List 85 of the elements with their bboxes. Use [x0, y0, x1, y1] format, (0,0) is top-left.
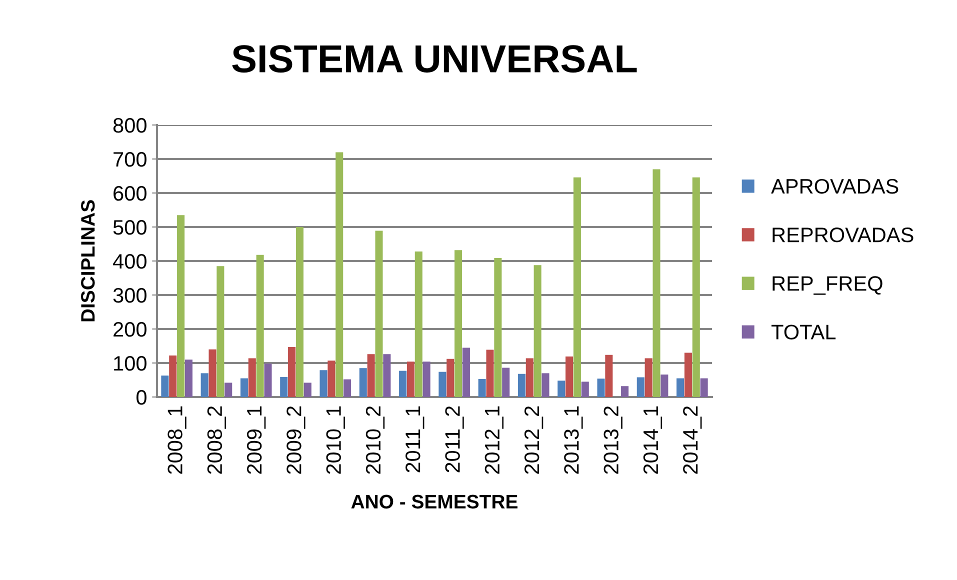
- y-tick-label: 300: [113, 288, 146, 303]
- bar: [621, 386, 629, 397]
- bar: [534, 265, 542, 397]
- x-tick-label: 2009_2: [286, 406, 306, 474]
- x-tick-label: 2008_1: [168, 406, 186, 474]
- bar: [422, 362, 430, 397]
- x-tick-label: 2010_2: [366, 406, 385, 474]
- x-tick-label: 2011_2: [445, 406, 464, 472]
- bar: [296, 227, 304, 397]
- x-tick-label: 2013_2: [604, 406, 622, 474]
- bar: [692, 177, 700, 397]
- bar: [676, 378, 684, 397]
- bar: [336, 152, 344, 397]
- legend-label: REP_FREQ: [772, 276, 882, 295]
- bar: [161, 376, 169, 397]
- bar: [566, 356, 574, 397]
- bar: [597, 378, 605, 397]
- bar: [208, 349, 216, 397]
- bar: [344, 379, 352, 397]
- bar: [248, 358, 256, 397]
- y-tick-label: 200: [114, 322, 146, 337]
- bar: [406, 362, 414, 397]
- bar: [684, 352, 692, 397]
- y-tick-label: 100: [114, 356, 146, 371]
- bar: [526, 358, 534, 397]
- x-tick-label: 2011_1: [406, 406, 424, 472]
- x-axis-title: ANO - SEMESTRE: [351, 494, 518, 509]
- y-tick-label: 400: [113, 254, 146, 269]
- bar: [264, 364, 272, 397]
- bar: [367, 354, 375, 397]
- bar: [320, 370, 328, 397]
- bar: [700, 378, 708, 397]
- bar: [216, 266, 224, 397]
- bar: [605, 354, 613, 397]
- bar: [280, 376, 288, 397]
- y-tick-label: 800: [113, 118, 146, 133]
- bar: [304, 382, 312, 397]
- x-tick-label: 2009_1: [246, 406, 266, 474]
- bar: [414, 251, 422, 397]
- x-tick-label: 2014_1: [643, 406, 662, 474]
- legend-label: APROVADAS: [771, 178, 898, 194]
- bar: [446, 358, 454, 397]
- bar: [184, 360, 192, 397]
- bar: [224, 382, 232, 397]
- bar: [558, 380, 566, 397]
- bar: [542, 373, 550, 397]
- chart-title: SISTEMA UNIVERSAL: [232, 45, 637, 73]
- bar: [518, 374, 526, 397]
- y-tick-label: 500: [113, 220, 146, 235]
- bar: [359, 368, 367, 397]
- bar: [644, 358, 652, 397]
- x-tick-label: 2010_1: [326, 406, 345, 474]
- bar: [200, 373, 208, 397]
- y-axis-title: DISCIPLINAS: [81, 200, 95, 322]
- bar: [169, 356, 177, 397]
- bar: [288, 347, 296, 397]
- bar: [399, 370, 407, 397]
- bar: [454, 250, 462, 397]
- legend-label: REPROVADAS: [772, 228, 914, 242]
- bar: [502, 368, 510, 397]
- bar: [438, 372, 446, 397]
- y-tick-label: 0: [136, 390, 146, 405]
- bar: [462, 348, 470, 397]
- bar: [328, 360, 336, 397]
- x-tick-label: 2008_2: [207, 406, 226, 474]
- legend-label: TOTAL: [771, 324, 836, 340]
- y-tick-label: 700: [114, 152, 146, 167]
- bar: [573, 177, 581, 397]
- bar: [486, 350, 494, 397]
- bar: [478, 378, 486, 397]
- bar: [494, 258, 502, 397]
- x-tick-label: 2012_1: [484, 406, 504, 474]
- bar: [581, 382, 589, 397]
- bar: [240, 378, 248, 397]
- bar: [383, 354, 391, 397]
- x-tick-label: 2013_1: [564, 406, 583, 474]
- bar: [660, 374, 668, 397]
- bar: [177, 215, 185, 397]
- bar: [256, 254, 264, 397]
- x-tick-label: 2014_2: [683, 406, 702, 474]
- bar: [636, 377, 644, 397]
- bar: [375, 230, 383, 397]
- y-tick-label: 600: [114, 186, 146, 201]
- x-tick-label: 2012_2: [524, 406, 544, 474]
- bar: [652, 169, 660, 397]
